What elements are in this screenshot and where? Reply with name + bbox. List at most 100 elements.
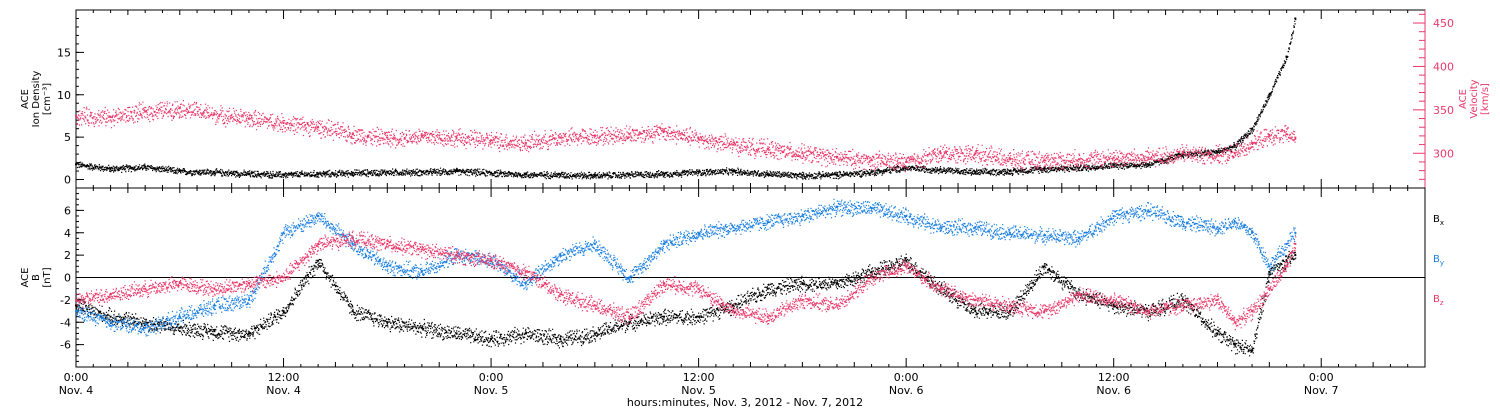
point-bz-31 <box>1147 310 1150 313</box>
point-bz-35 <box>1251 310 1254 313</box>
point-bx-34 <box>1233 343 1236 346</box>
point-density-5 <box>247 172 250 175</box>
x-tick-time-0: 0:00 <box>64 371 89 384</box>
x-tick-time-2: 0:00 <box>479 371 504 384</box>
panel1-right-ylabel-line: [km/s] <box>1480 83 1491 115</box>
point-density-35 <box>1251 127 1254 130</box>
panel2-left-ytick-label: -4 <box>60 316 71 329</box>
point-density-4 <box>213 170 216 173</box>
point-bx-8 <box>351 310 354 313</box>
point-by-30 <box>1112 215 1115 217</box>
point-bz-36 <box>1268 287 1271 290</box>
point-bx-23 <box>870 270 873 273</box>
panel1-right-ylabel-line: Velocity <box>1469 79 1480 118</box>
point-density-2 <box>144 165 147 168</box>
point-by-27 <box>1008 231 1011 234</box>
point-density-18 <box>697 170 700 173</box>
point-velocity-7 <box>317 126 320 129</box>
point-by-15 <box>593 242 596 245</box>
point-bx-4 <box>213 330 216 333</box>
point-density-24 <box>905 166 908 169</box>
panel2-left-ylabel-line: B <box>31 274 42 281</box>
point-velocity-6 <box>282 121 285 124</box>
point-velocity-27 <box>1008 158 1011 161</box>
point-velocity-37 <box>1285 133 1288 136</box>
point-by-0 <box>75 310 77 313</box>
point-bz-25 <box>939 287 942 290</box>
point-by-3 <box>178 315 181 318</box>
point-by-16 <box>628 276 631 279</box>
point-velocity-12 <box>490 139 493 142</box>
panel1-left-ylabel-line: ACE <box>20 89 31 109</box>
point-density-22 <box>836 173 838 176</box>
point-bx-26 <box>974 310 977 313</box>
panel2-left-ytick-label: 0 <box>64 272 71 285</box>
point-velocity-18 <box>697 137 700 140</box>
point-by-38 <box>1294 231 1297 234</box>
point-bz-32 <box>1181 304 1184 307</box>
point-by-18 <box>697 231 700 234</box>
x-tick-day-0: Nov. 4 <box>59 384 94 397</box>
point-bx-11 <box>455 332 458 335</box>
legend-bz: Bz <box>1433 294 1444 307</box>
point-density-6 <box>282 173 285 176</box>
point-velocity-13 <box>524 141 527 144</box>
point-bx-33 <box>1216 332 1219 335</box>
x-tick-day-3: Nov. 5 <box>681 384 716 397</box>
point-density-21 <box>801 174 804 177</box>
point-bx-5 <box>247 332 250 335</box>
point-by-33 <box>1216 226 1219 229</box>
point-bx-7 <box>317 259 320 262</box>
point-density-33 <box>1216 150 1219 153</box>
x-tick-time-3: 12:00 <box>683 371 715 384</box>
point-velocity-1 <box>109 115 112 118</box>
point-bx-1 <box>109 315 112 318</box>
point-density-13 <box>524 173 527 176</box>
point-density-29 <box>1078 166 1081 169</box>
point-bz-20 <box>766 315 769 318</box>
x-tick-day-1: Nov. 4 <box>266 384 301 397</box>
point-velocity-28 <box>1043 159 1046 162</box>
point-bz-34 <box>1233 321 1236 324</box>
panel2-left-ytick-label: -2 <box>60 294 71 307</box>
point-density-20 <box>766 172 769 175</box>
point-bx-9 <box>386 321 389 324</box>
point-velocity-32 <box>1181 152 1184 155</box>
point-velocity-0 <box>75 114 77 117</box>
point-bx-20 <box>766 287 769 290</box>
point-velocity-26 <box>974 152 977 155</box>
point-bz-2 <box>144 287 147 290</box>
point-velocity-19 <box>732 143 735 146</box>
panel2-left-ytick-label: -6 <box>60 339 71 352</box>
point-density-12 <box>490 171 493 174</box>
point-velocity-31 <box>1147 156 1150 159</box>
point-by-23 <box>870 207 873 210</box>
point-density-26 <box>974 170 977 173</box>
point-by-31 <box>1147 209 1150 212</box>
point-density-36 <box>1268 93 1271 96</box>
panel2-left-ytick-label: 4 <box>64 227 71 240</box>
point-velocity-23 <box>870 159 873 162</box>
x-tick-day-6: Nov. 7 <box>1304 384 1339 397</box>
point-bz-22 <box>836 304 838 307</box>
x-tick-day-4: Nov. 6 <box>889 384 924 397</box>
point-bz-30 <box>1112 298 1115 301</box>
point-by-9 <box>386 265 389 268</box>
point-bx-21 <box>801 282 804 285</box>
point-by-10 <box>420 270 423 273</box>
point-bz-8 <box>351 237 354 240</box>
point-bz-18 <box>697 287 700 290</box>
point-bz-21 <box>801 298 804 301</box>
point-by-28 <box>1043 234 1046 236</box>
point-by-22 <box>836 206 838 208</box>
point-velocity-2 <box>144 110 147 113</box>
point-by-14 <box>559 254 562 257</box>
point-bz-23 <box>870 276 873 279</box>
point-bx-22 <box>836 282 838 285</box>
series-density <box>75 17 1297 180</box>
point-bx-14 <box>559 338 562 340</box>
point-velocity-3 <box>178 107 181 110</box>
point-bx-3 <box>178 326 181 329</box>
point-bz-9 <box>386 242 389 245</box>
